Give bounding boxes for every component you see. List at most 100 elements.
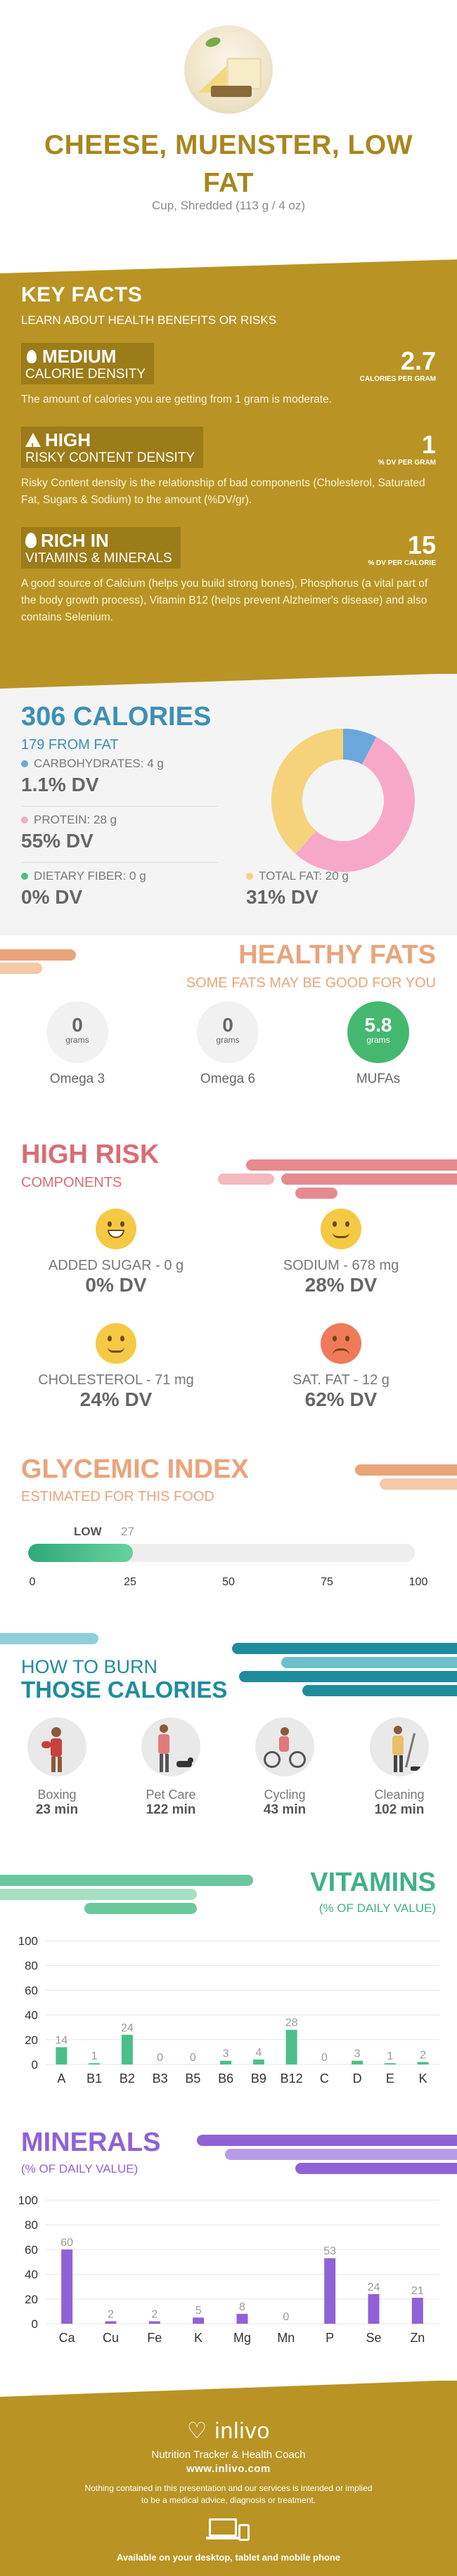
vitamins-subtitle: (% OF DAILY VALUE): [318, 1901, 436, 1915]
macro-fiber: DIETARY FIBER: 0 g 0% DV: [21, 869, 146, 908]
vitamins-y-tick: 100: [18, 1934, 38, 1948]
website-link[interactable]: www.inlivo.com: [186, 2463, 271, 2475]
donut-slice-protein: [295, 736, 415, 872]
minerals-category-label: K: [194, 2331, 202, 2345]
vitamins-bar-b9: [252, 2059, 264, 2064]
risk-dv: 28% DV: [304, 1274, 378, 1296]
minerals-bar-k: [193, 2317, 205, 2324]
vitamins-category-label: B5: [185, 2071, 200, 2086]
minerals-value-label: 2: [108, 2308, 114, 2320]
minerals-y-tick: 40: [25, 2268, 38, 2282]
boxing-icon: [27, 1717, 86, 1776]
fact-metric: RISKY CONTENT DENSITY: [25, 450, 195, 465]
vitamins-bar-b2: [121, 2034, 133, 2064]
vitamins-category-label: B6: [218, 2071, 233, 2086]
fact-description: A good source of Calcium (helps you buil…: [21, 578, 428, 623]
macro-donut-chart: [271, 729, 415, 872]
flame-icon: [25, 349, 38, 364]
deco-bar: [0, 1875, 253, 1886]
key-facts-section: KEY FACTS LEARN ABOUT HEALTH BENEFITS OR…: [0, 259, 457, 674]
minerals-y-tick: 100: [18, 2194, 38, 2207]
vitamins-value-label: 3: [223, 2048, 229, 2060]
activity-name: Cleaning: [374, 1788, 425, 1802]
deco-bar: [218, 1173, 274, 1185]
fact-value: 2.7 CALORIES PER GRAM: [359, 346, 436, 384]
vitamins-title: VITAMINS: [310, 1868, 436, 1897]
fact-label: RICH IN VITAMINS & MINERALS: [21, 527, 181, 568]
donut-slice-total-fat: [271, 729, 344, 854]
deco-bar: [0, 1633, 98, 1644]
deco-bar: [246, 1159, 457, 1171]
activity-cleaning: Cleaning 102 min: [357, 1717, 442, 1818]
protein-dot: [21, 817, 28, 824]
omega3-label: Omega 3: [49, 1072, 105, 1086]
minerals-value-label: 60: [60, 2237, 73, 2249]
vitamins-category-label: B2: [120, 2071, 135, 2086]
vitamins-value-label: 0: [190, 2052, 196, 2064]
warning-icon: [25, 433, 41, 457]
macro-protein: PROTEIN: 28 g 55% DV: [21, 813, 218, 863]
fact-label: HIGH RISKY CONTENT DENSITY: [21, 427, 204, 468]
vitamins-value-label: 14: [55, 2034, 67, 2046]
vitamins-category-label: C: [320, 2071, 329, 2086]
vitamins-value-label: 4: [255, 2047, 262, 2059]
vitamins-category-label: A: [57, 2071, 65, 2086]
vitamins-category-label: B3: [153, 2071, 168, 2086]
glycemic-tick: 0: [29, 1576, 36, 1588]
healthy-fats-title: HEALTHY FATS: [238, 940, 436, 970]
fact-metric: CALORIE DENSITY: [25, 367, 146, 382]
deco-bar: [355, 1464, 457, 1476]
deco-bar: [295, 1188, 337, 1199]
vitamins-value-label: 1: [91, 2050, 98, 2062]
burn-title-line1: HOW TO BURN: [21, 1656, 158, 1677]
cleaning-icon: [370, 1717, 429, 1776]
brand-tagline: Nutrition Tracker & Health Coach: [151, 2449, 306, 2461]
minerals-bar-fe: [148, 2321, 160, 2324]
availability-note: Available on your desktop, tablet and mo…: [116, 2552, 341, 2563]
glycemic-tick: 50: [222, 1576, 235, 1588]
activity-name: Pet Care: [146, 1788, 196, 1802]
vitamins-category-label: K: [419, 2071, 427, 2086]
fact-calorie-density: MEDIUM CALORIE DENSITY 2.7 CALORIES PER …: [21, 343, 436, 408]
glycemic-subtitle: ESTIMATED FOR THIS FOOD: [21, 1489, 214, 1504]
omega3-circle: 0 grams: [46, 1001, 108, 1063]
omega6-circle: 0 grams: [197, 1001, 259, 1063]
minerals-category-label: Se: [366, 2331, 381, 2345]
risk-label: CHOLESTEROL - 71 mg: [38, 1372, 194, 1388]
high-risk-subtitle: COMPONENTS: [21, 1175, 122, 1190]
fact-description: Risky Content density is the relationshi…: [21, 477, 425, 506]
minerals-bar-mg: [236, 2313, 248, 2324]
deco-bar: [225, 2149, 457, 2160]
basil-leaf: [204, 35, 222, 49]
glycemic-tick: 100: [408, 1576, 428, 1588]
activity-name: Cycling: [264, 1788, 306, 1802]
disclaimer: Nothing contained in this presentation a…: [84, 2483, 373, 2505]
vitamins-bar-b1: [89, 2063, 101, 2064]
macro-dv: 1.1% DV: [21, 774, 99, 795]
activity-pet-care: Pet Care 122 min: [129, 1717, 213, 1818]
minerals-category-label: Cu: [103, 2331, 119, 2345]
mufa-circle: 5.8 grams: [347, 1001, 409, 1063]
minerals-category-label: Fe: [147, 2331, 162, 2345]
minerals-y-tick: 20: [25, 2293, 38, 2306]
vitamins-y-tick: 0: [32, 2058, 38, 2071]
fact-level: MEDIUM: [42, 346, 117, 367]
vitamins-value-label: 0: [157, 2052, 163, 2064]
minerals-category-label: Mn: [277, 2331, 295, 2345]
glycemic-level: LOW: [74, 1525, 102, 1538]
divider: [21, 862, 218, 863]
minerals-value-label: 21: [411, 2285, 424, 2297]
vitamins-y-tick: 40: [25, 2009, 38, 2022]
vitamins-value-label: 2: [420, 2049, 426, 2061]
vitamins-value-label: 0: [321, 2052, 328, 2064]
vitamins-y-tick: 20: [25, 2034, 38, 2047]
omega6-label: Omega 6: [200, 1072, 256, 1086]
deco-bar: [239, 1671, 457, 1682]
minerals-title: MINERALS: [21, 2128, 161, 2157]
activity-minutes: 122 min: [146, 1802, 196, 1817]
deco-bar: [232, 1643, 457, 1654]
food-title: CHEESE, MUENSTER, LOW FAT: [44, 130, 413, 198]
dog-walking-icon: [141, 1717, 200, 1776]
fiber-dot: [21, 873, 28, 880]
healthy-fats-subtitle: SOME FATS MAY BE GOOD FOR YOU: [186, 975, 436, 991]
